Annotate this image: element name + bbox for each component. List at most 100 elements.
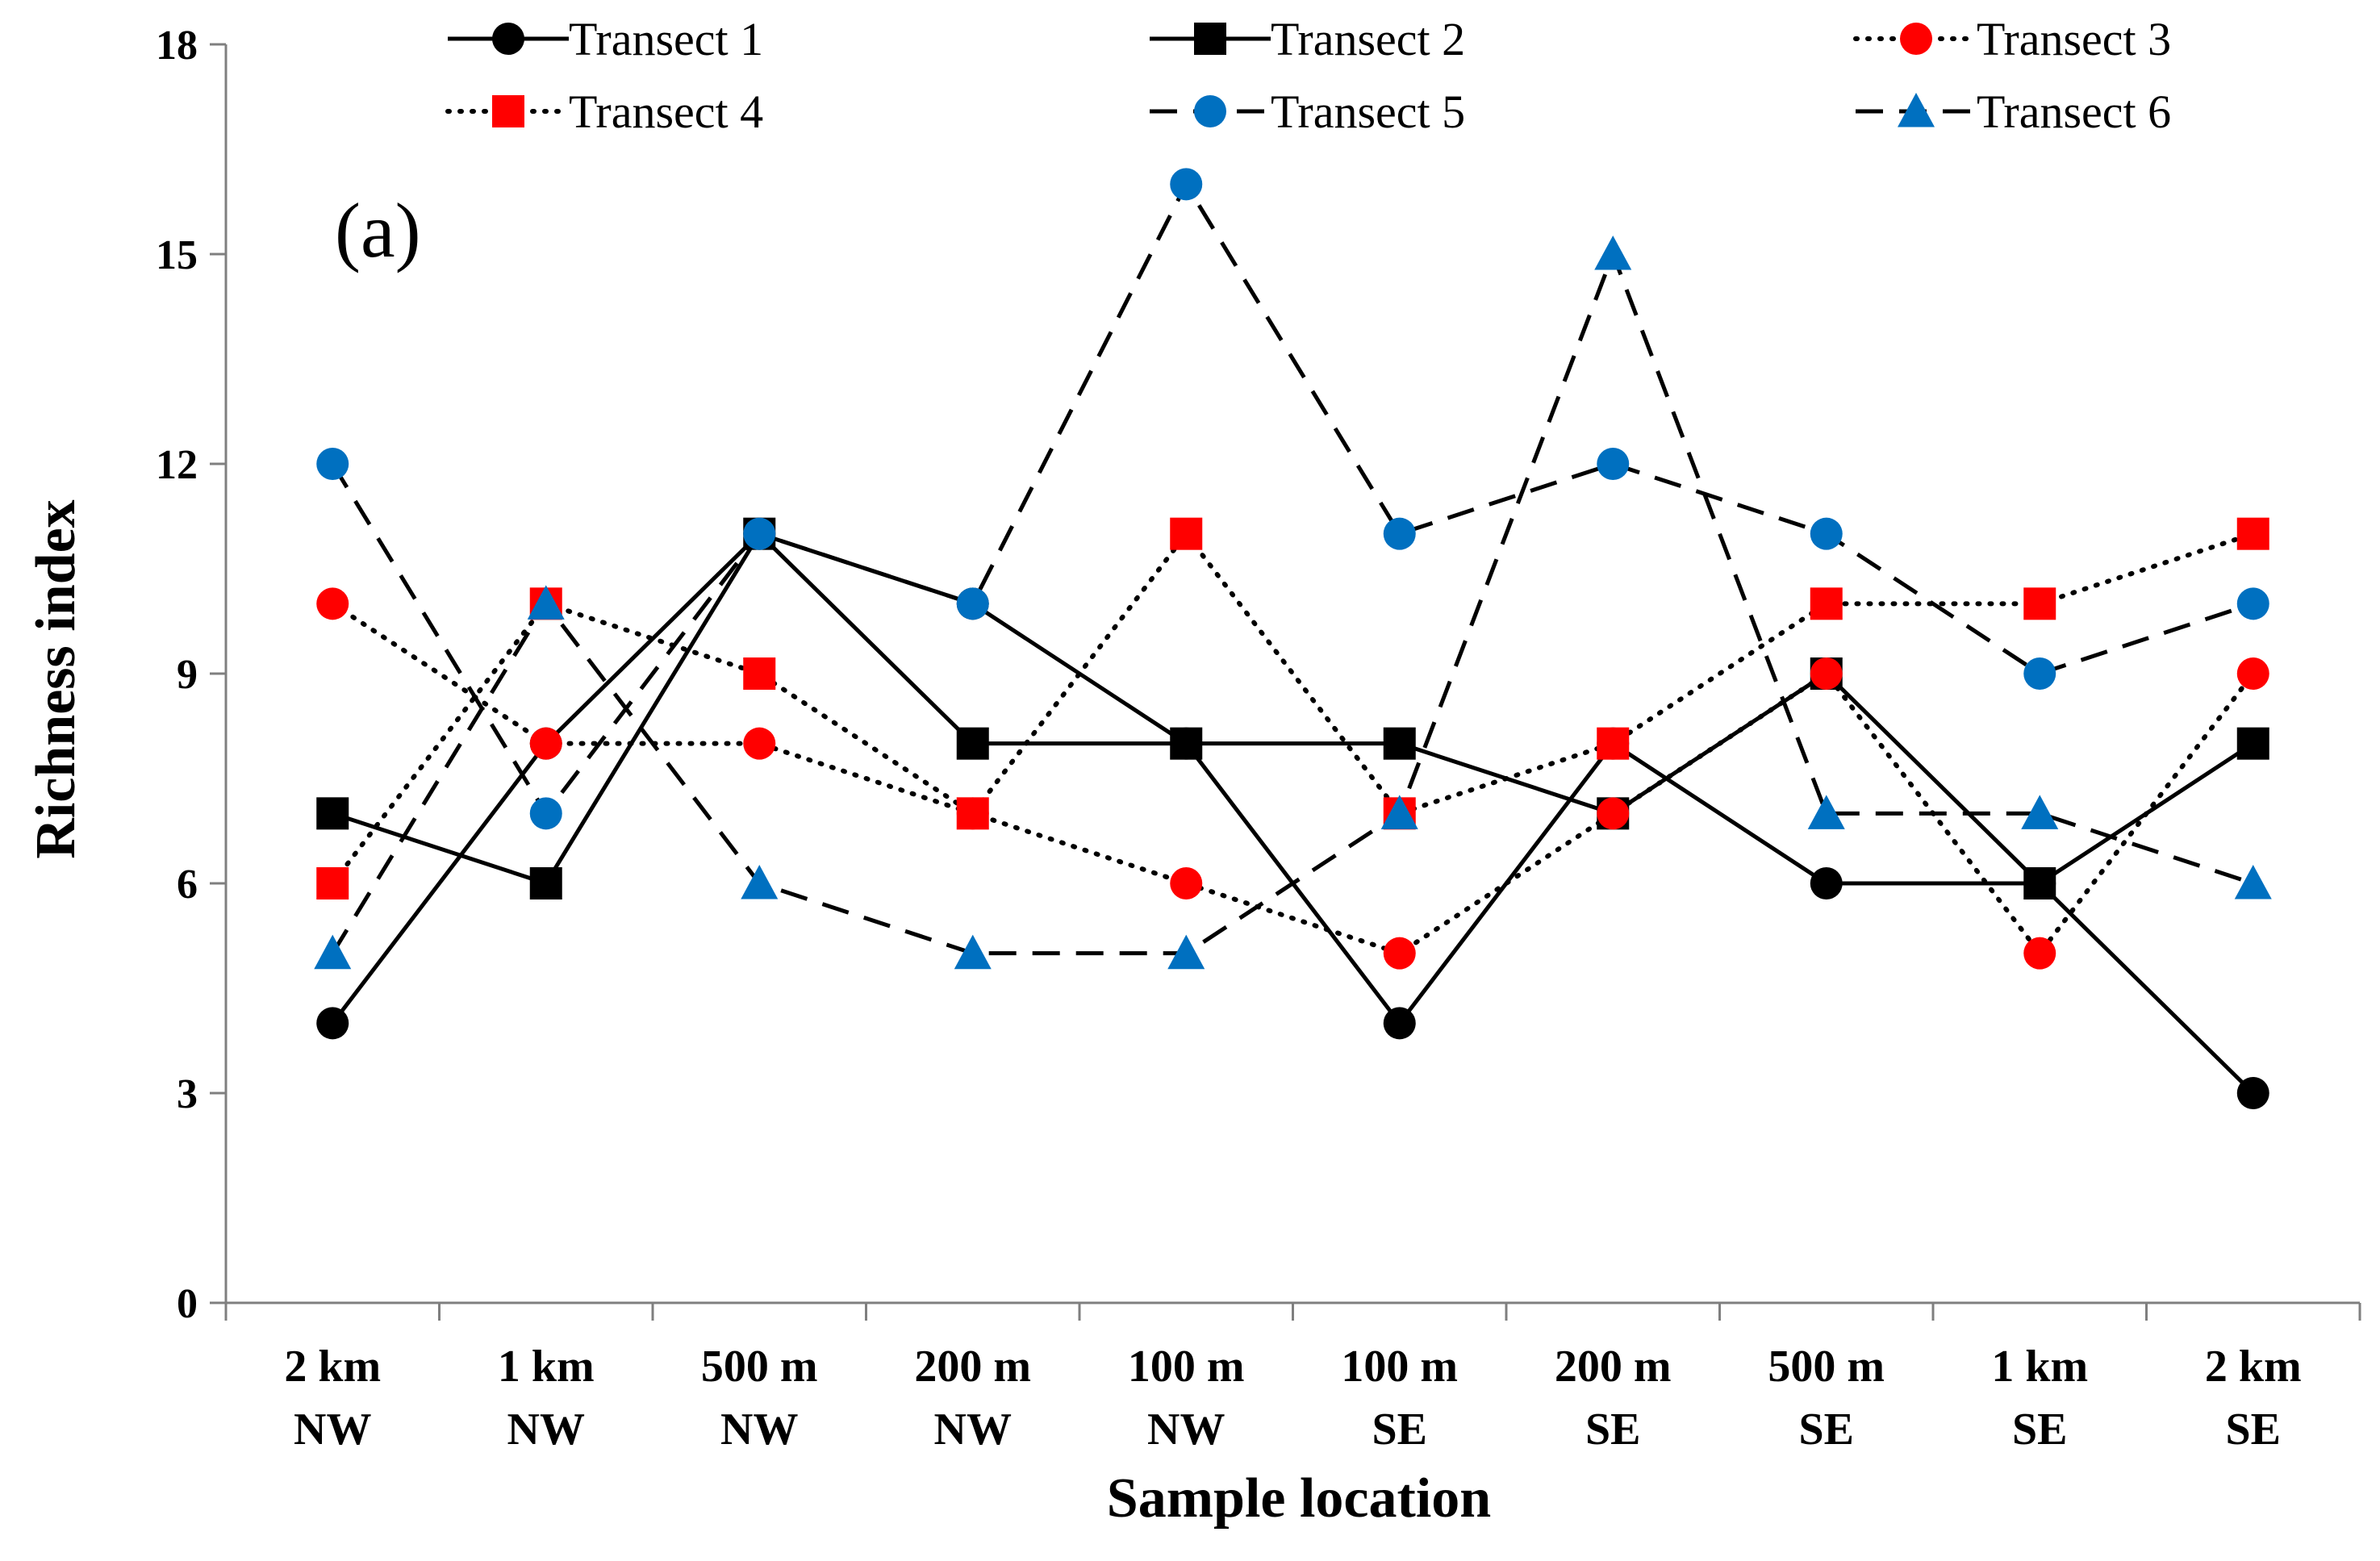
legend-marker — [1900, 23, 1932, 55]
y-tick-label: 15 — [156, 232, 198, 278]
series-transect-6 — [331, 248, 2254, 956]
data-point — [1810, 867, 1843, 899]
data-point — [1810, 657, 1843, 690]
series-line — [330, 601, 2256, 958]
data-point — [2236, 587, 2269, 620]
series-line — [330, 529, 2256, 886]
x-tick-label: 500 m — [701, 1342, 818, 1392]
data-point — [316, 448, 349, 480]
legend-label: Transect 1 — [569, 13, 763, 65]
x-tick-label: 200 m — [1555, 1342, 1672, 1392]
y-tick-label: 0 — [177, 1281, 198, 1327]
data-point — [1807, 795, 1845, 829]
data-point — [1170, 727, 1203, 760]
y-tick-label: 12 — [156, 442, 198, 488]
x-tick-label: 200 m — [914, 1342, 1031, 1392]
data-point — [1170, 517, 1203, 550]
y-tick-label: 6 — [177, 862, 198, 908]
data-point — [1597, 727, 1630, 760]
data-point — [316, 1007, 349, 1040]
x-tick-label: SE — [2226, 1404, 2282, 1455]
series-transect-5 — [331, 180, 2254, 817]
data-point — [1170, 867, 1203, 899]
data-point — [1383, 517, 1416, 550]
data-point — [1167, 934, 1205, 970]
legend-label: Transect 3 — [1977, 13, 2171, 65]
x-tick-label: 1 km — [498, 1342, 595, 1392]
data-point — [1380, 795, 1418, 829]
legend-item: Transect 2 — [1150, 13, 1465, 65]
data-point — [2236, 1077, 2269, 1109]
legend-label: Transect 5 — [1271, 86, 1465, 138]
series-line — [331, 248, 2254, 956]
data-point — [2236, 727, 2269, 760]
data-point — [956, 727, 989, 760]
data-point — [2023, 867, 2056, 899]
legend-marker — [1898, 93, 1935, 127]
data-point — [1597, 448, 1630, 480]
x-axis-title: Sample location — [1107, 1467, 1491, 1530]
data-point — [2021, 795, 2059, 829]
data-point — [316, 797, 349, 830]
series-markers-transect-2 — [316, 517, 2269, 899]
data-point — [2234, 865, 2272, 899]
legend-label: Transect 4 — [569, 86, 763, 138]
data-point — [2023, 657, 2056, 690]
legend-item: Transect 5 — [1150, 86, 1465, 138]
x-tick-label: 1 km — [1991, 1342, 2088, 1392]
series-transect-3 — [330, 601, 2256, 958]
data-point — [1383, 1007, 1416, 1040]
x-tick-label: SE — [1799, 1404, 1855, 1455]
series-line — [332, 530, 2255, 887]
data-point — [2236, 657, 2269, 690]
x-tick-label: SE — [1372, 1404, 1428, 1455]
series-markers-transect-3 — [316, 587, 2269, 970]
data-point — [743, 727, 776, 760]
series-layer — [314, 168, 2272, 1109]
legend-marker — [1194, 23, 1226, 55]
data-point — [529, 727, 562, 760]
legend: Transect 1 Transect 2 Transect 3 Transect 4… — [445, 13, 2171, 138]
x-tick-label: NW — [294, 1404, 371, 1455]
y-tick-label: 9 — [177, 652, 198, 698]
data-point — [1597, 797, 1630, 830]
x-tick-label: SE — [2012, 1404, 2068, 1455]
x-tick-label: 500 m — [1768, 1342, 1885, 1392]
x-tick-label: NW — [1147, 1404, 1225, 1455]
data-point — [2236, 517, 2269, 550]
data-point — [316, 867, 349, 899]
data-point — [527, 585, 565, 620]
y-axis-title: Richness index — [25, 499, 87, 858]
data-point — [741, 865, 779, 899]
y-tick-label: 18 — [156, 23, 198, 69]
legend-marker — [492, 23, 524, 55]
legend-marker — [492, 95, 524, 127]
data-point — [1810, 517, 1843, 550]
series-transect-2 — [332, 530, 2255, 887]
axes: 0 3 6 9 12 15 18 2 km NW 1 km NW 500 m NW 200 m NW 100 … — [156, 23, 2361, 1455]
series-transect-4 — [330, 529, 2256, 886]
data-point — [2023, 937, 2056, 970]
x-tick-label: 100 m — [1341, 1342, 1458, 1392]
data-point — [1594, 236, 1632, 270]
data-point — [529, 867, 562, 899]
legend-item: Transect 3 — [1853, 13, 2171, 65]
data-point — [1383, 727, 1416, 760]
data-point — [314, 934, 352, 970]
data-point — [743, 517, 776, 550]
x-tick-label: SE — [1585, 1404, 1641, 1455]
legend-item: Transect 6 — [1856, 86, 2171, 138]
legend-marker — [1194, 95, 1226, 127]
x-tick-label: 2 km — [2205, 1342, 2302, 1392]
series-markers-transect-6 — [314, 236, 2272, 970]
data-point — [743, 657, 776, 690]
legend-item: Transect 1 — [448, 13, 763, 65]
x-tick-label: 100 m — [1128, 1342, 1245, 1392]
data-point — [956, 587, 989, 620]
legend-label: Transect 6 — [1977, 86, 2171, 138]
data-point — [529, 797, 562, 830]
data-point — [954, 934, 992, 970]
legend-item: Transect 4 — [445, 86, 763, 138]
series-markers-transect-4 — [316, 517, 2269, 899]
x-tick-label: NW — [934, 1404, 1012, 1455]
